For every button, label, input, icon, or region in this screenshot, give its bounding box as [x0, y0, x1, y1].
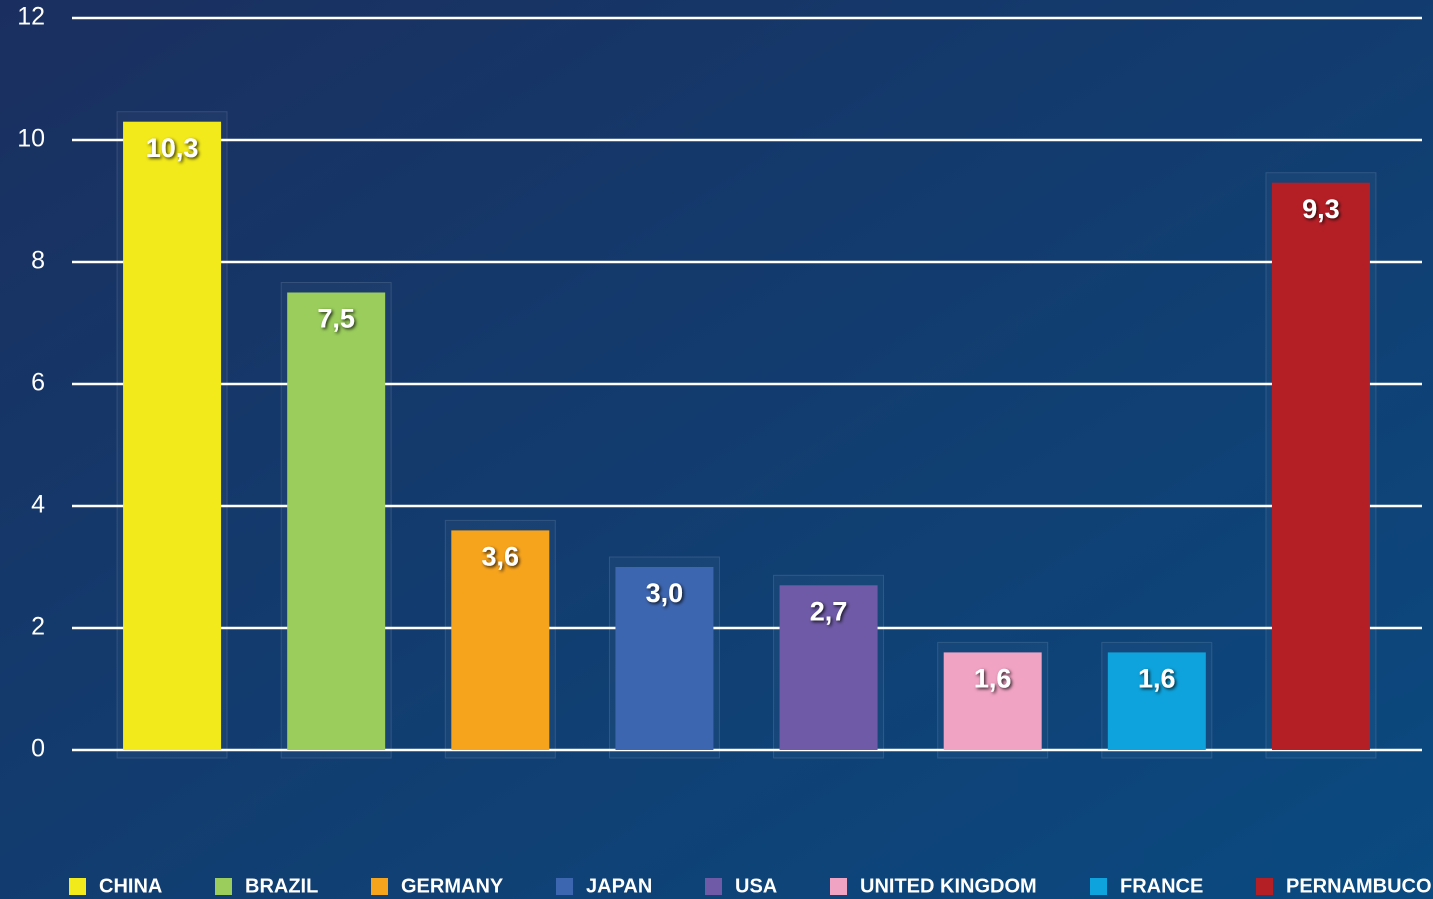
bar-frame: [1101, 641, 1213, 759]
bar: [1107, 652, 1206, 750]
legend-label: JAPAN: [586, 875, 652, 897]
y-tick-label: 4: [31, 491, 45, 519]
y-tick-label: 12: [17, 3, 45, 31]
bar-frame: [773, 574, 885, 759]
legend-label: BRAZIL: [245, 875, 318, 897]
bar-frame: [937, 641, 1049, 759]
legend-swatch: [1090, 878, 1107, 895]
value-label: 9,3: [1302, 194, 1340, 224]
bar-frame: [280, 282, 392, 759]
legend-swatch: [830, 878, 847, 895]
legend-label: FRANCE: [1120, 875, 1203, 897]
bar-frame: [116, 111, 228, 759]
legend-swatch: [556, 878, 573, 895]
bar-frame: [1265, 172, 1377, 759]
y-tick-label: 8: [31, 247, 45, 275]
bar: [943, 652, 1042, 750]
value-label: 3,0: [646, 578, 684, 608]
y-tick-label: 0: [31, 735, 45, 763]
legend-swatch: [1256, 878, 1273, 895]
value-label: 7,5: [317, 304, 355, 334]
y-tick-label: 10: [17, 125, 45, 153]
bar: [287, 292, 386, 750]
bar: [123, 121, 222, 750]
legend-label: PERNAMBUCO: [1286, 875, 1432, 897]
legend-swatch: [215, 878, 232, 895]
bar-frame: [608, 556, 720, 759]
legend-label: USA: [735, 875, 777, 897]
bar-frame: [444, 519, 556, 759]
value-label: 10,3: [146, 133, 199, 163]
legend-label: GERMANY: [401, 875, 504, 897]
bar: [451, 530, 550, 750]
bar: [615, 567, 714, 750]
legend-swatch: [69, 878, 86, 895]
bar: [779, 585, 878, 750]
value-label: 3,6: [482, 542, 520, 572]
legend-label: UNITED KINGDOM: [860, 875, 1037, 897]
y-tick-label: 6: [31, 369, 45, 397]
legend-swatch: [371, 878, 388, 895]
legend-label: CHINA: [99, 875, 162, 897]
value-label: 1,6: [1138, 664, 1176, 694]
bar: [1271, 182, 1370, 750]
value-label: 1,6: [974, 664, 1012, 694]
legend-swatch: [705, 878, 722, 895]
value-label: 2,7: [810, 596, 848, 626]
y-tick-label: 2: [31, 613, 45, 641]
